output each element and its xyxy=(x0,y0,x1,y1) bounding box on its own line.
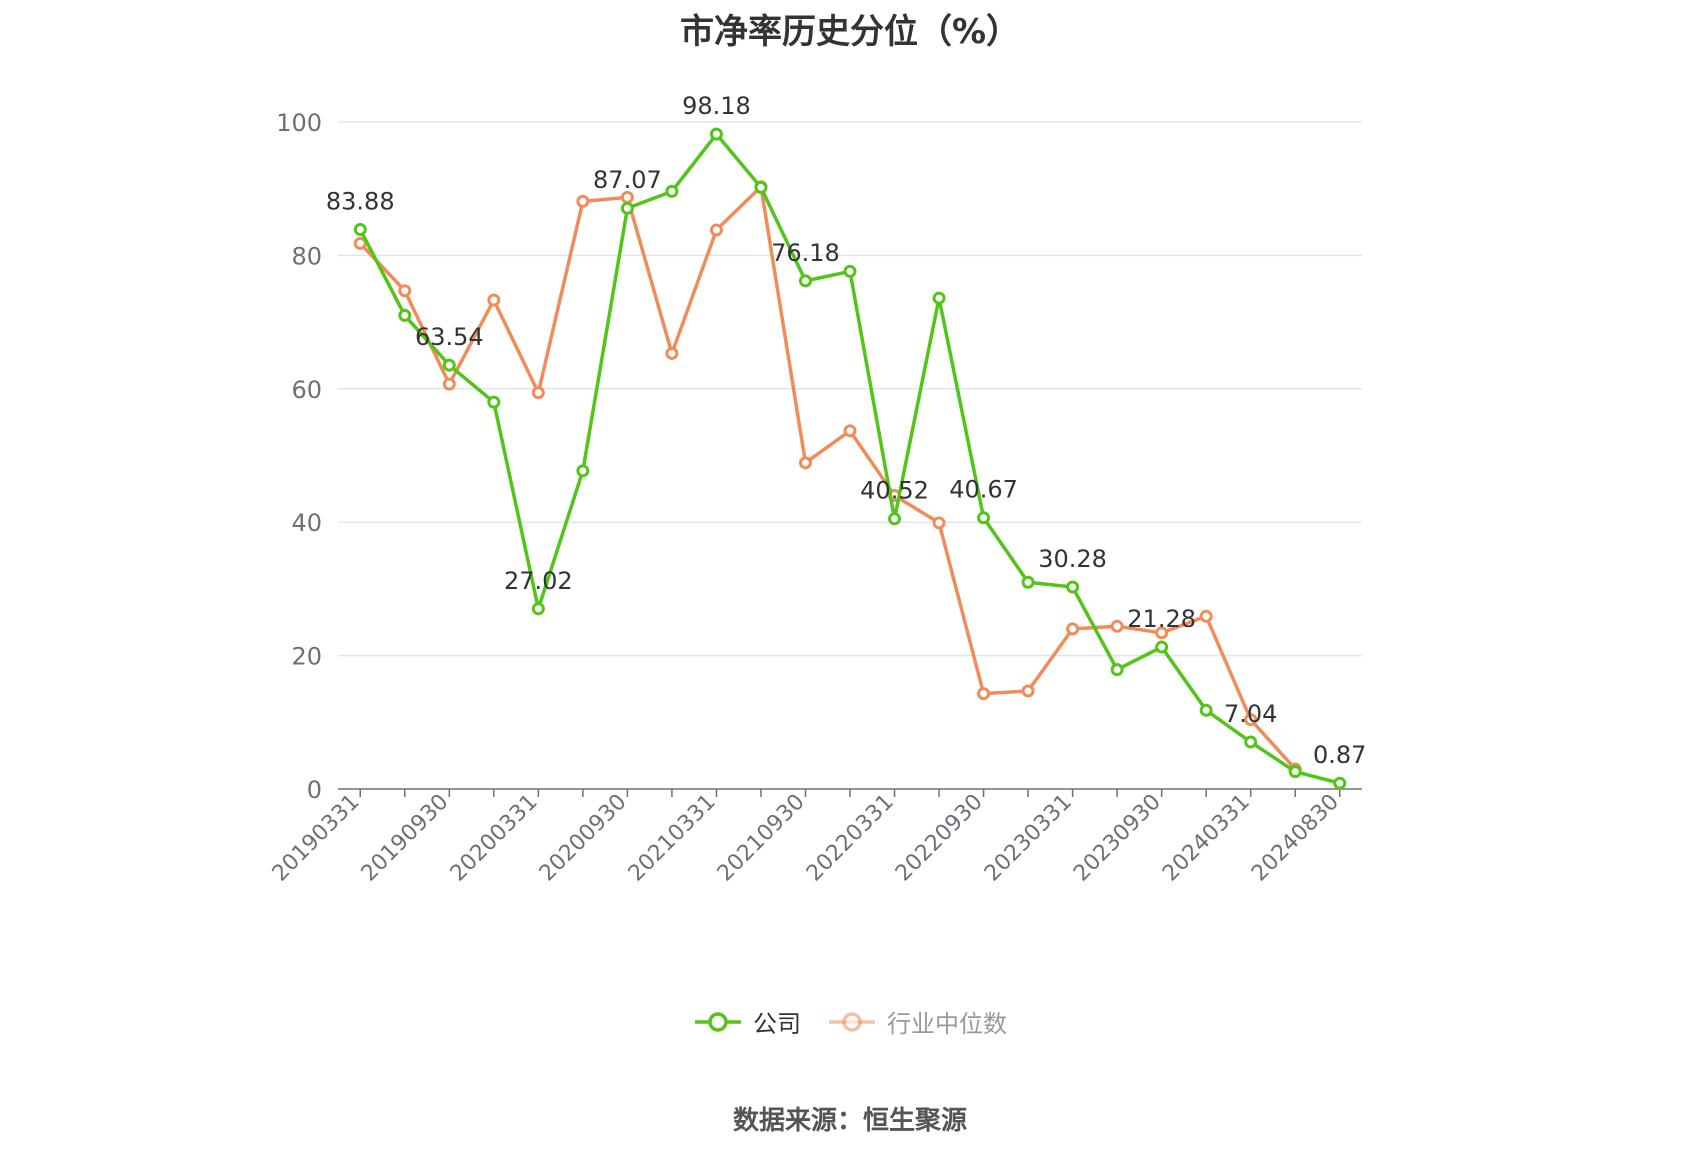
data-point xyxy=(843,264,857,278)
data-point xyxy=(487,395,501,409)
x-tick-label: 20190331 xyxy=(268,790,365,887)
legend-item[interactable]: 行业中位数 xyxy=(827,1004,1007,1039)
data-point xyxy=(1066,580,1080,594)
data-point xyxy=(1110,663,1124,677)
data-point xyxy=(665,346,679,360)
x-tick-label: 20240830 xyxy=(1247,790,1344,887)
series-layer xyxy=(353,127,1347,790)
data-point xyxy=(754,180,768,194)
data-point xyxy=(487,293,501,307)
data-point xyxy=(1155,640,1169,654)
x-tick-label: 20210331 xyxy=(624,790,721,887)
legend-item[interactable]: 公司 xyxy=(693,1004,801,1039)
data-point xyxy=(1244,735,1258,749)
data-point xyxy=(576,194,590,208)
data-point xyxy=(977,511,991,525)
x-tick-label: 20240331 xyxy=(1158,790,1255,887)
data-point xyxy=(932,516,946,530)
y-tick-label: 80 xyxy=(291,242,322,270)
data-point xyxy=(709,127,723,141)
data-point xyxy=(1110,619,1124,633)
data-point xyxy=(1244,713,1258,727)
data-label: 63.54 xyxy=(415,323,484,351)
data-label: 27.02 xyxy=(504,567,573,595)
data-point xyxy=(1199,609,1213,623)
data-label: 87.07 xyxy=(593,166,662,194)
data-point xyxy=(1021,575,1035,589)
source-text: 数据来源：恒生聚源 xyxy=(732,1106,967,1136)
legend: 公司 行业中位数 xyxy=(0,1004,1700,1039)
data-label: 40.52 xyxy=(860,477,929,505)
x-tick-label: 20230930 xyxy=(1069,790,1166,887)
data-point xyxy=(888,512,902,526)
y-tick-label: 0 xyxy=(307,776,322,804)
legend-marker-icon xyxy=(829,1011,875,1032)
series-line xyxy=(358,132,1341,785)
data-point xyxy=(798,274,812,288)
data-point xyxy=(932,291,946,305)
data-point xyxy=(843,424,857,438)
x-tick-label: 20220331 xyxy=(802,790,899,887)
y-tick-label: 40 xyxy=(291,509,322,537)
y-tick-label: 20 xyxy=(291,643,322,671)
data-point xyxy=(531,386,545,400)
data-label: 21.28 xyxy=(1127,605,1196,633)
y-tick-label: 100 xyxy=(276,109,322,137)
data-label: 30.28 xyxy=(1038,545,1107,573)
data-label: 76.18 xyxy=(771,239,840,267)
data-point xyxy=(531,602,545,616)
data-point xyxy=(709,223,723,237)
data-point xyxy=(1288,765,1302,779)
data-label: 0.87 xyxy=(1313,741,1366,769)
data-point xyxy=(977,687,991,701)
chart-title: 市净率历史分位（%） xyxy=(679,12,1021,52)
data-point xyxy=(398,308,412,322)
data-label: 98.18 xyxy=(682,92,751,120)
data-point xyxy=(798,456,812,470)
x-tick-label: 20190930 xyxy=(357,790,454,887)
data-label-layer: 83.88 63.54 27.02 87.07 98.18 76.18 40.52 40.67… xyxy=(326,92,1367,769)
data-point xyxy=(398,284,412,298)
axis-layer: 0 20 40 60 80 100 2019033120190930202003312020… xyxy=(268,109,1362,886)
data-point xyxy=(442,377,456,391)
series-line xyxy=(358,184,1297,771)
legend-label: 公司 xyxy=(753,1010,801,1038)
data-point xyxy=(353,223,367,237)
x-tick-label: 20220930 xyxy=(891,790,988,887)
legend-label: 行业中位数 xyxy=(887,1010,1007,1038)
data-point xyxy=(1021,684,1035,698)
data-point xyxy=(1066,622,1080,636)
x-tick-label: 20200331 xyxy=(446,790,543,887)
x-tick-label: 20210930 xyxy=(713,790,810,887)
data-label: 83.88 xyxy=(326,188,395,216)
grid-layer xyxy=(338,121,1362,657)
data-point xyxy=(1199,703,1213,717)
data-point xyxy=(442,358,456,372)
data-point xyxy=(620,201,634,215)
y-tick-label: 60 xyxy=(291,376,322,404)
data-point xyxy=(353,236,367,250)
data-point xyxy=(1155,626,1169,640)
data-point xyxy=(665,184,679,198)
x-tick-label: 20230331 xyxy=(980,790,1077,887)
data-point xyxy=(1333,776,1347,790)
data-label: 7.04 xyxy=(1224,700,1277,728)
data-label: 40.67 xyxy=(949,476,1018,504)
data-point xyxy=(576,464,590,478)
x-tick-label: 20200930 xyxy=(535,790,632,887)
legend-marker-icon xyxy=(695,1011,741,1032)
